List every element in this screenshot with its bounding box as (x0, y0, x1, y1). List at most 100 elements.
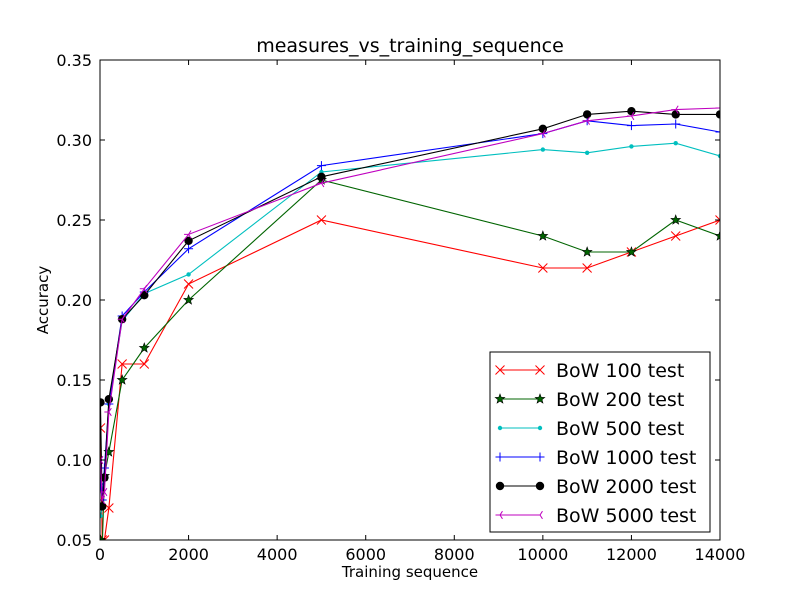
data-point (584, 150, 590, 155)
legend-label: BoW 200 test (556, 389, 684, 411)
legend-entry: BoW 5000 test (495, 505, 696, 527)
data-point (582, 110, 592, 119)
data-point (139, 359, 150, 369)
x-tick-label: 12000 (606, 545, 657, 564)
data-point (184, 230, 192, 239)
data-point (670, 231, 681, 241)
y-axis-label: Accuracy (34, 266, 52, 335)
data-point (100, 455, 104, 465)
data-point (117, 315, 126, 324)
data-point (186, 272, 191, 277)
data-point (671, 110, 680, 119)
data-point (717, 153, 720, 159)
y-tick-label: 0.25 (56, 211, 92, 230)
legend-label: BoW 500 test (556, 418, 684, 440)
legend-marker-start (495, 365, 505, 375)
legend-marker-start (495, 452, 505, 462)
data-point (317, 172, 326, 181)
y-tick-label: 0.30 (56, 131, 92, 150)
legend-marker-end (535, 365, 545, 375)
legend-box (489, 351, 711, 533)
y-tick-label: 0.10 (56, 451, 92, 470)
data-point (629, 144, 634, 149)
data-point (117, 359, 127, 369)
data-point (100, 398, 105, 407)
x-tick-label: 10000 (517, 545, 568, 564)
series-group (100, 105, 720, 540)
legend-marker-start (494, 393, 506, 404)
legend-entry: BoW 1000 test (495, 447, 696, 469)
data-point (538, 129, 546, 138)
data-point (671, 119, 681, 129)
chart-title: measures_vs_training_sequence (256, 35, 564, 57)
data-point (715, 110, 720, 119)
legend-marker-start (495, 510, 503, 520)
x-tick-label: 8000 (434, 545, 475, 564)
data-point (538, 263, 548, 273)
data-point (715, 107, 720, 109)
x-tick-label: 4000 (257, 545, 298, 564)
legend-marker-end (535, 510, 543, 520)
legend-marker-end (535, 481, 545, 491)
data-point (316, 161, 326, 171)
data-point (538, 124, 548, 133)
data-point (582, 116, 591, 125)
y-tick-label: 0.35 (56, 51, 92, 70)
data-point (100, 473, 109, 482)
data-point (100, 487, 108, 497)
data-point (670, 214, 682, 225)
data-point (316, 179, 325, 188)
legend-marker-start (497, 425, 503, 431)
legend-label: BoW 5000 test (556, 505, 696, 527)
data-point (104, 407, 112, 417)
data-point (316, 215, 327, 225)
legend: BoW 100 test BoW 200 test BoW 500 test BoW … (489, 351, 711, 533)
legend-label: BoW 1000 test (556, 447, 696, 469)
series-6 (100, 105, 720, 505)
legend-entry: BoW 2000 test (495, 476, 696, 498)
legend-entry: BoW 200 test (494, 389, 684, 411)
y-tick-label: 0.20 (56, 291, 92, 310)
data-point (100, 495, 106, 505)
data-point (581, 246, 593, 257)
data-point (671, 105, 679, 114)
data-point (100, 502, 107, 511)
data-point (100, 534, 107, 540)
data-point (184, 244, 194, 254)
y-tick-label: 0.05 (56, 531, 92, 550)
legend-marker-end (534, 393, 546, 404)
data-point (537, 230, 549, 241)
data-point (138, 342, 150, 353)
x-tick-label: 0 (95, 545, 105, 564)
y-tick-label: 0.15 (56, 371, 92, 390)
data-point (184, 236, 193, 245)
legend-marker-end (537, 425, 543, 431)
data-point (183, 294, 195, 305)
data-point (540, 147, 546, 152)
data-point (116, 374, 128, 385)
legend-marker-start (495, 481, 505, 491)
legend-label: BoW 100 test (556, 360, 684, 382)
data-point (140, 291, 149, 300)
x-axis-label: Training sequence (341, 563, 478, 581)
data-point (139, 284, 148, 293)
data-point (104, 395, 114, 404)
data-point (100, 535, 108, 540)
x-tick-label: 2000 (168, 545, 209, 564)
y-axis: 0.05 0.10 0.15 0.20 0.25 0.30 0.35 (56, 51, 720, 550)
legend-entry: BoW 100 test (495, 360, 684, 382)
legend-marker-end (535, 452, 545, 462)
x-axis: 0 2000 4000 6000 8000 10000 12000 14000 (95, 60, 746, 564)
x-tick-label: 14000 (695, 545, 746, 564)
data-point (625, 246, 637, 257)
data-point (626, 111, 635, 121)
legend-label: BoW 2000 test (556, 476, 696, 498)
data-point (673, 141, 678, 146)
data-point (100, 513, 103, 519)
data-point (183, 279, 194, 289)
data-point (582, 263, 592, 273)
data-point (715, 215, 720, 225)
data-point (715, 127, 720, 137)
x-tick-label: 6000 (345, 545, 386, 564)
